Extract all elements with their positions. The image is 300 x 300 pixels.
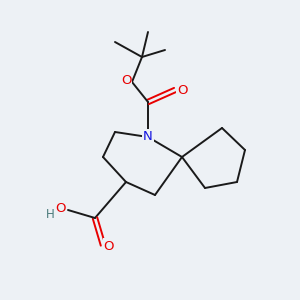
Text: O: O (56, 202, 66, 215)
Text: O: O (121, 74, 131, 88)
Text: H: H (46, 208, 54, 221)
Text: N: N (143, 130, 153, 143)
Text: O: O (177, 83, 187, 97)
Text: O: O (104, 239, 114, 253)
